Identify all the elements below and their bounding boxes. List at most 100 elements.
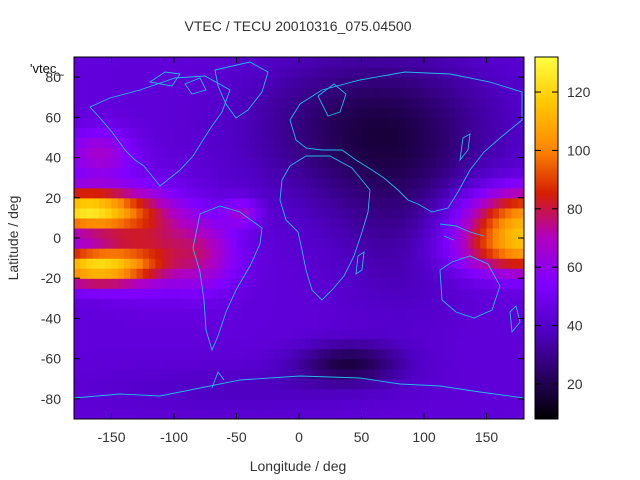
heat-cell	[317, 157, 325, 169]
heat-cell	[261, 197, 269, 209]
heat-cell	[186, 248, 194, 259]
heat-cell	[274, 368, 281, 380]
heat-cell	[492, 207, 500, 219]
heat-cell	[180, 127, 188, 139]
heat-cell	[267, 97, 275, 108]
heat-cell	[292, 378, 300, 390]
heat-cell	[424, 137, 431, 149]
heat-cell	[155, 308, 163, 320]
heat-cell	[442, 137, 450, 149]
heat-cell	[392, 177, 400, 189]
heat-cell	[124, 278, 131, 289]
heat-cell	[111, 177, 119, 189]
heat-cell	[286, 207, 294, 219]
heat-cell	[92, 338, 100, 350]
heat-cell	[342, 408, 350, 419]
heat-cell	[142, 167, 150, 179]
heat-cell	[330, 227, 338, 239]
heat-cell	[305, 97, 313, 108]
heat-cell	[305, 318, 313, 330]
heat-cell	[486, 137, 494, 149]
heat-cell	[317, 207, 325, 219]
heat-cell	[192, 408, 200, 419]
heat-cell	[486, 87, 494, 98]
heat-cell	[411, 227, 419, 239]
heat-cell	[411, 298, 419, 309]
heat-cell	[324, 248, 331, 259]
heat-cell	[280, 338, 288, 350]
heat-cell	[211, 107, 219, 118]
heat-cell	[311, 157, 319, 169]
heat-cell	[486, 388, 494, 400]
heat-cell	[230, 167, 238, 179]
heat-cell	[517, 217, 524, 229]
heat-cell	[436, 177, 444, 189]
heat-cell	[467, 87, 475, 98]
heat-cell	[380, 167, 388, 179]
heat-cell	[380, 57, 388, 68]
heat-cell	[199, 187, 206, 199]
heat-cell	[149, 107, 156, 118]
heat-cell	[274, 268, 281, 279]
heat-cell	[267, 227, 275, 239]
heat-cell	[461, 298, 469, 309]
heat-cell	[80, 207, 88, 219]
heat-cell	[430, 107, 438, 118]
heat-cell	[299, 147, 306, 159]
heat-cell	[349, 318, 356, 330]
heat-cell	[311, 358, 319, 370]
heat-cell	[92, 227, 100, 239]
heat-cell	[130, 97, 138, 108]
heat-cell	[374, 87, 381, 98]
heat-cell	[311, 137, 319, 149]
heat-cell	[311, 227, 319, 239]
heat-cell	[80, 137, 88, 149]
heat-cell	[474, 117, 481, 128]
heat-cell	[174, 238, 181, 249]
heat-cell	[249, 147, 256, 159]
heat-cell	[417, 157, 425, 169]
heat-cell	[461, 258, 469, 269]
heat-cell	[111, 298, 119, 309]
heat-cell	[267, 408, 275, 419]
heat-cell	[386, 308, 394, 320]
heat-cell	[436, 137, 444, 149]
heat-cell	[217, 408, 225, 419]
heat-cell	[86, 368, 94, 380]
heat-cell	[342, 378, 350, 390]
heat-cell	[424, 378, 431, 390]
heat-cell	[299, 177, 306, 189]
heat-cell	[417, 87, 425, 98]
heat-cell	[461, 97, 469, 108]
heat-cell	[99, 227, 106, 239]
heat-cell	[405, 87, 413, 98]
heat-cell	[224, 147, 231, 159]
heat-cell	[386, 167, 394, 179]
heat-cell	[149, 288, 156, 299]
heat-cell	[480, 298, 488, 309]
heat-cell	[292, 288, 300, 299]
heat-cell	[405, 308, 413, 320]
heat-cell	[192, 388, 200, 400]
heat-cell	[199, 177, 206, 189]
heat-cell	[167, 187, 175, 199]
heat-cell	[124, 227, 131, 239]
heat-cell	[117, 348, 125, 360]
heat-cell	[274, 388, 281, 400]
heat-cell	[99, 67, 106, 78]
heat-cell	[461, 67, 469, 78]
heat-cell	[436, 217, 444, 229]
colorbar-tick-label: 20	[567, 376, 583, 392]
heat-cell	[367, 167, 375, 179]
heat-cell	[230, 197, 238, 209]
heat-cell	[399, 137, 406, 149]
heat-cell	[299, 278, 306, 289]
heat-cell	[92, 298, 100, 309]
heat-cell	[142, 308, 150, 320]
heat-cell	[86, 318, 94, 330]
heat-cell	[517, 378, 524, 390]
heat-cell	[180, 167, 188, 179]
heat-cell	[361, 378, 369, 390]
heat-cell	[392, 187, 400, 199]
heat-cell	[261, 318, 269, 330]
